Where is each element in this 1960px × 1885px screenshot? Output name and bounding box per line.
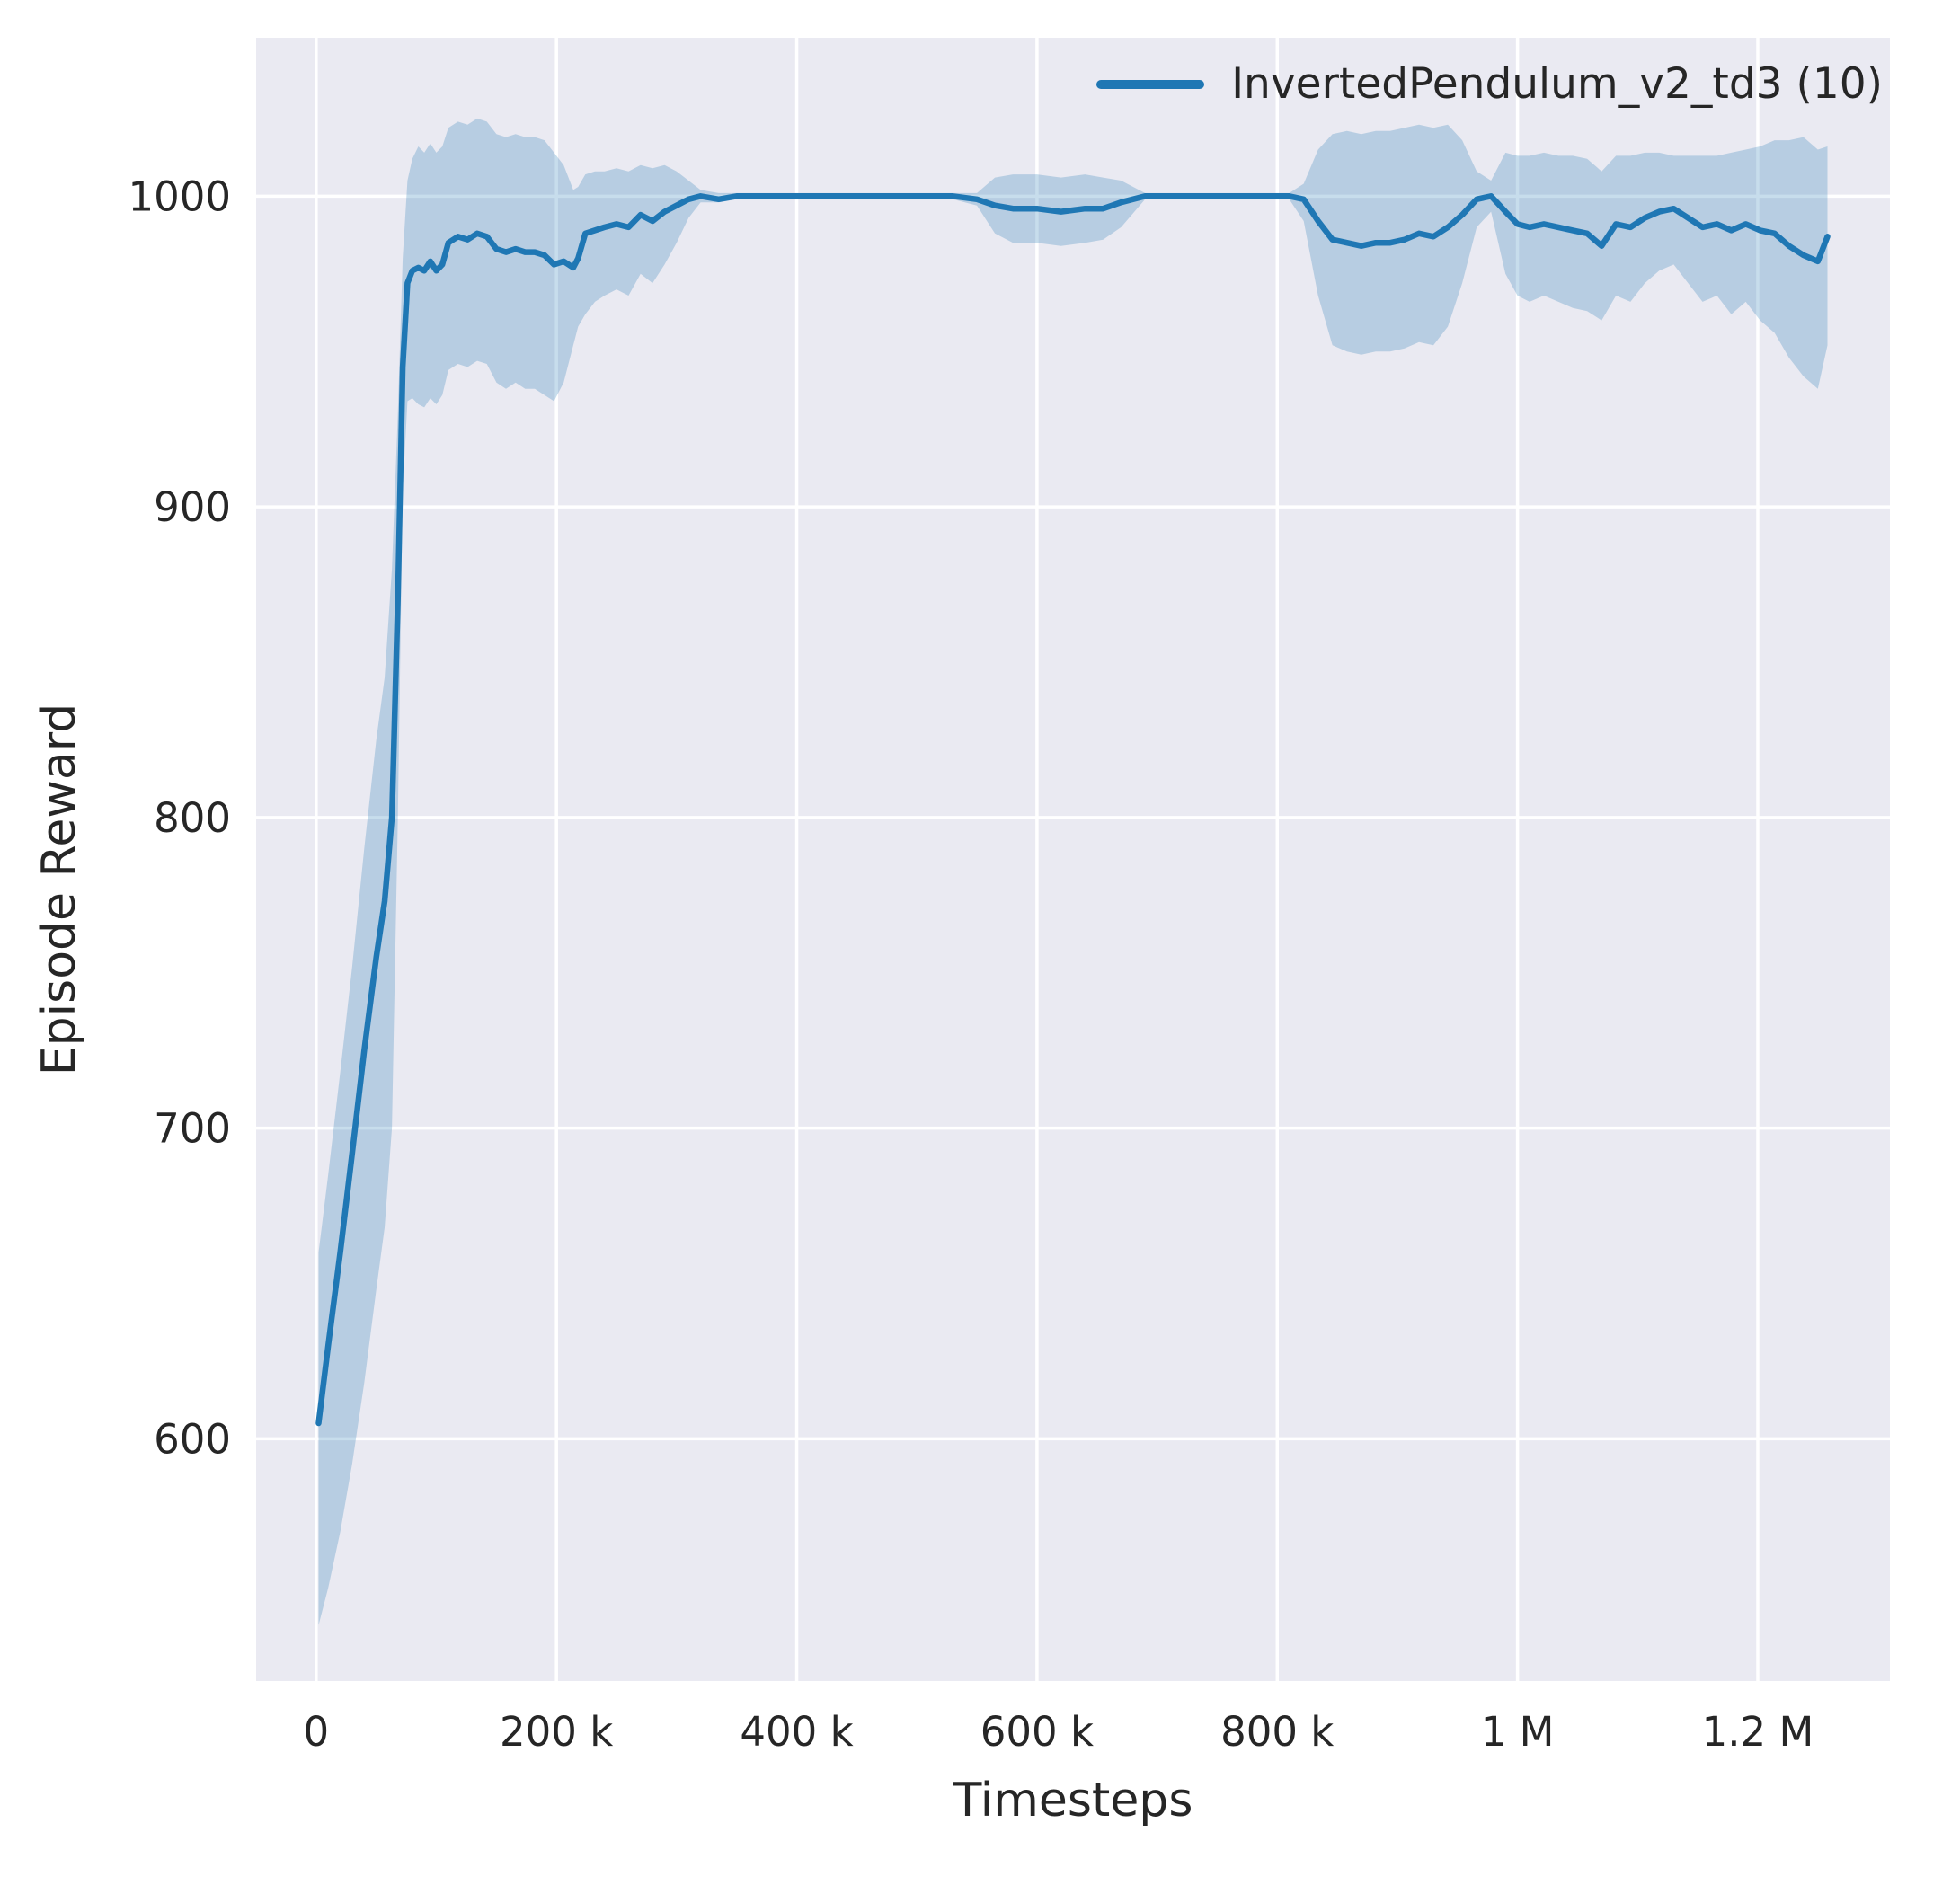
confidence-band-area [318,118,1828,1625]
gridlines [256,38,1890,1681]
x-tick-label: 600 k [980,1708,1094,1756]
mean-line [315,193,1831,1427]
mean-line-path [315,193,1831,1427]
confidence-band [318,118,1828,1625]
x-tick-label: 1.2 M [1702,1708,1814,1756]
x-tick-label: 800 k [1220,1708,1334,1756]
x-tick-labels: 0 200 k 400 k 600 k 800 k 1 M 1.2 M [304,1708,1814,1756]
y-tick-label: 700 [154,1105,231,1153]
x-tick-label: 0 [304,1708,330,1756]
x-tick-label: 200 k [500,1708,613,1756]
x-axis-title: Timesteps [953,1774,1193,1827]
legend-label: InvertedPendulum_v2_td3 (10) [1231,59,1883,109]
y-axis-title: Episode Reward [32,703,86,1076]
y-tick-label: 600 [154,1415,231,1463]
legend-line-swatch [1096,79,1205,89]
plot-background [256,38,1890,1681]
plot-area [256,38,1890,1681]
y-tick-label: 800 [154,794,231,842]
legend: InvertedPendulum_v2_td3 (10) [1096,59,1883,109]
x-tick-label: 1 M [1481,1708,1555,1756]
y-tick-labels: 600 700 800 900 1000 [128,173,231,1463]
x-tick-label: 400 k [740,1708,853,1756]
y-tick-label: 900 [154,483,231,531]
y-tick-label: 1000 [128,173,231,220]
